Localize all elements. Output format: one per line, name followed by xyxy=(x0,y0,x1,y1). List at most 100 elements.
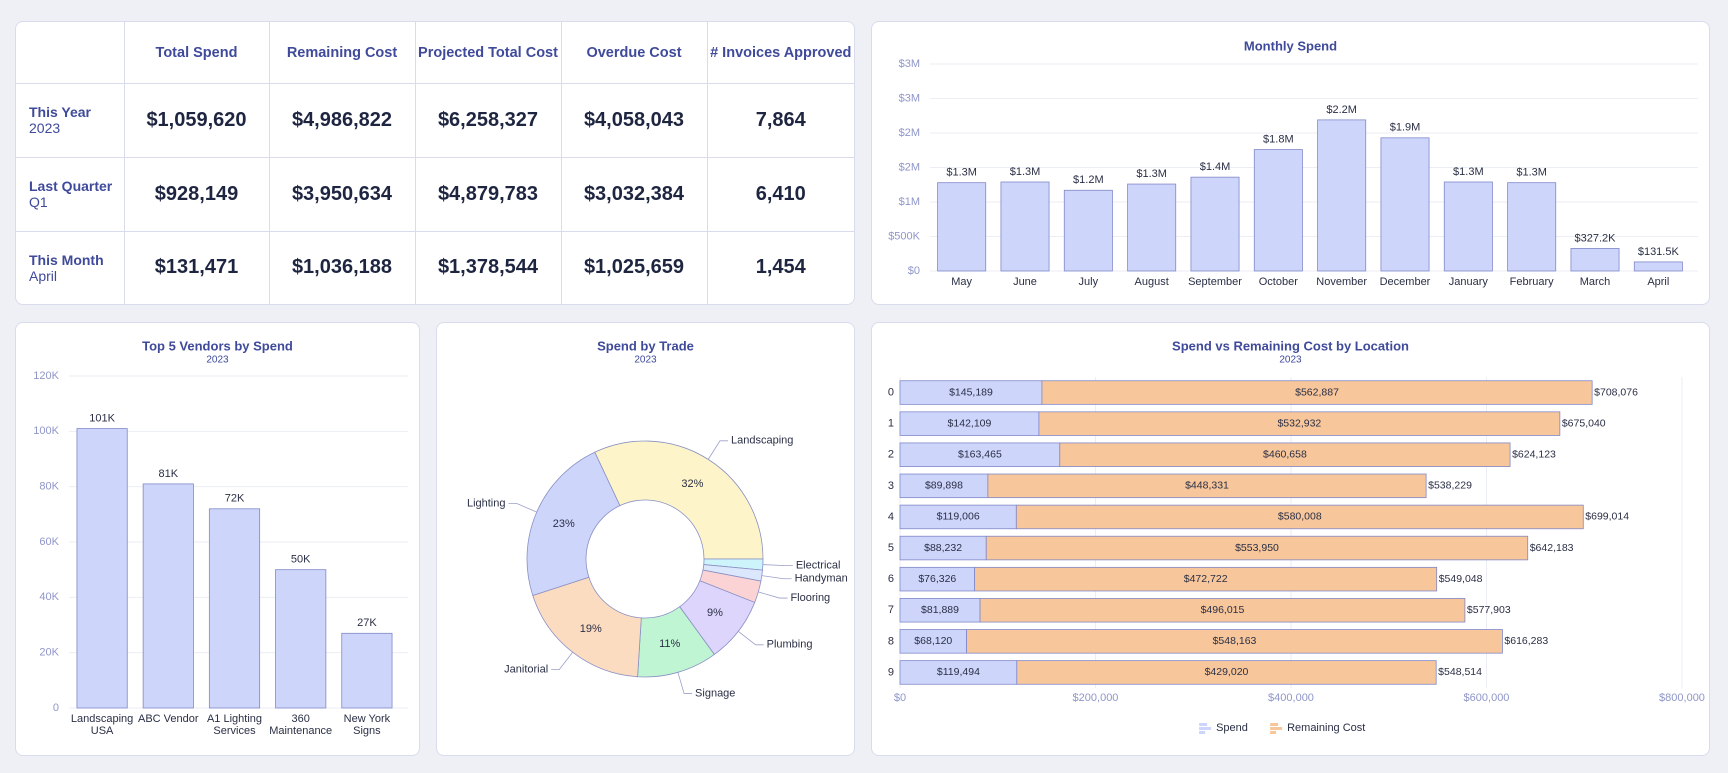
kpi-value: $4,879,783 xyxy=(415,157,562,232)
value-label: 81K xyxy=(159,468,179,480)
y-tick-label: 4 xyxy=(888,511,894,523)
bar xyxy=(1380,137,1430,272)
pie-slice xyxy=(594,440,764,560)
chart: Spend vs Remaining Cost by Location 2023 $… xyxy=(888,338,1705,734)
segment-label: $553,950 xyxy=(1235,542,1279,554)
kpi-value: $4,986,822 xyxy=(269,83,416,158)
segment-label: $562,887 xyxy=(1295,386,1339,398)
value-label: $1.3M xyxy=(1516,167,1547,179)
column-header: Total Spend xyxy=(124,22,270,84)
kpi-value: $6,258,327 xyxy=(415,83,562,158)
bar xyxy=(937,182,987,272)
slice-label: Handyman xyxy=(795,573,848,585)
chart-title: Spend vs Remaining Cost by Location xyxy=(1172,338,1409,353)
kpi-value: $3,950,634 xyxy=(269,157,416,232)
row-label: This Year xyxy=(29,104,92,121)
segment-label: $580,008 xyxy=(1278,511,1322,523)
bar-segment xyxy=(1041,380,1593,405)
chart-subtitle: 2023 xyxy=(1279,355,1302,366)
location-panel: Spend vs Remaining Cost by Location 2023 $… xyxy=(871,322,1710,756)
x-tick-label: December xyxy=(1379,276,1431,288)
bar xyxy=(1570,248,1620,272)
bar xyxy=(1507,182,1557,272)
y-tick-label: $2M xyxy=(899,161,920,173)
value-label: 27K xyxy=(357,617,377,629)
legend-swatch xyxy=(1270,723,1279,726)
chart-title: Top 5 Vendors by Spend xyxy=(142,338,293,353)
row-sublabel: Q1 xyxy=(29,194,48,211)
bar-segment xyxy=(987,473,1427,499)
bar-segment xyxy=(1038,411,1561,436)
slice-percent: 11% xyxy=(659,638,680,650)
x-tick-label: 360 Maintenance xyxy=(269,713,333,737)
total-label: $624,123 xyxy=(1512,449,1556,461)
segment-label: $472,722 xyxy=(1184,573,1228,585)
legend-label: Spend xyxy=(1216,722,1248,734)
leader-line xyxy=(677,672,693,694)
y-tick-label: $0 xyxy=(908,265,920,277)
kpi-table: Total Spend Remaining Cost Projected Total… xyxy=(16,22,854,304)
value-label: $131.5K xyxy=(1638,246,1680,258)
total-label: $642,183 xyxy=(1530,542,1574,554)
x-tick-label: ABC Vendor xyxy=(138,713,199,725)
bar xyxy=(1253,149,1303,272)
y-tick-label: 1 xyxy=(888,418,894,430)
y-tick-label: $3M xyxy=(899,92,920,104)
x-tick-label: July xyxy=(1078,276,1099,288)
legend-item: Remaining Cost xyxy=(1270,722,1365,734)
y-tick-label: 80K xyxy=(39,481,59,493)
kpi-value: 6,410 xyxy=(707,157,854,232)
y-tick-label: 120K xyxy=(33,370,59,382)
value-label: $327.2K xyxy=(1575,232,1617,244)
x-tick-label: October xyxy=(1258,276,1298,288)
x-tick-label: May xyxy=(951,276,973,288)
leader-line xyxy=(707,440,729,460)
total-label: $699,014 xyxy=(1585,511,1629,523)
value-label: $1.3M xyxy=(1453,166,1484,178)
kpi-value: $4,058,043 xyxy=(561,83,708,158)
segment-label: $119,494 xyxy=(937,666,980,678)
chart: Monthly Spend $0 $500K $1M $2M $2M $3M $3M $1.3M… xyxy=(888,38,1698,277)
total-label: $577,903 xyxy=(1467,604,1511,616)
leader-line xyxy=(761,575,792,580)
bar xyxy=(1127,183,1177,272)
column-header: Remaining Cost xyxy=(269,22,416,84)
x-tick-label: January xyxy=(1448,276,1488,288)
value-label: $1.4M xyxy=(1200,161,1231,173)
y-tick-label: 9 xyxy=(888,666,894,678)
y-tick-label: 0 xyxy=(888,386,894,398)
y-tick-label: 3 xyxy=(888,480,894,492)
y-tick-label: 0 xyxy=(53,702,59,714)
kpi-value: 1,454 xyxy=(755,256,806,279)
total-label: $549,048 xyxy=(1439,573,1483,585)
kpi-value: $928,149 xyxy=(124,157,270,232)
legend-swatch xyxy=(1270,731,1277,734)
bar xyxy=(341,632,393,709)
leader-line xyxy=(762,564,793,566)
chart-subtitle: 2023 xyxy=(634,355,657,366)
total-label: $708,076 xyxy=(1594,386,1638,398)
value-label: $1.3M xyxy=(946,167,977,179)
header-row: Total Spend Remaining Cost Projected Total… xyxy=(16,22,854,84)
bar-segment xyxy=(966,629,1503,654)
y-tick-label: 8 xyxy=(888,635,894,647)
segment-label: $460,658 xyxy=(1263,449,1307,461)
bar xyxy=(142,483,194,709)
segment-label: $142,109 xyxy=(948,417,992,429)
bar-segment xyxy=(974,566,1438,592)
segment-label: $119,006 xyxy=(937,511,980,523)
segment-label: $163,465 xyxy=(958,449,1002,461)
leader-line xyxy=(737,631,764,646)
x-tick-label: February xyxy=(1509,276,1554,288)
row-sublabel: 2023 xyxy=(29,120,61,137)
x-tick-label: August xyxy=(1134,276,1169,288)
y-tick-label: 6 xyxy=(888,573,894,585)
slice-percent: 32% xyxy=(681,478,703,490)
table-row: This Month April $131,471 $1,036,188 $1,378,… xyxy=(16,231,854,304)
row-label: This Month xyxy=(29,251,104,268)
x-tick-label: $200,000 xyxy=(1073,692,1119,704)
kpi-value: $1,378,544 xyxy=(415,231,562,304)
slice-label: Plumbing xyxy=(767,639,813,651)
